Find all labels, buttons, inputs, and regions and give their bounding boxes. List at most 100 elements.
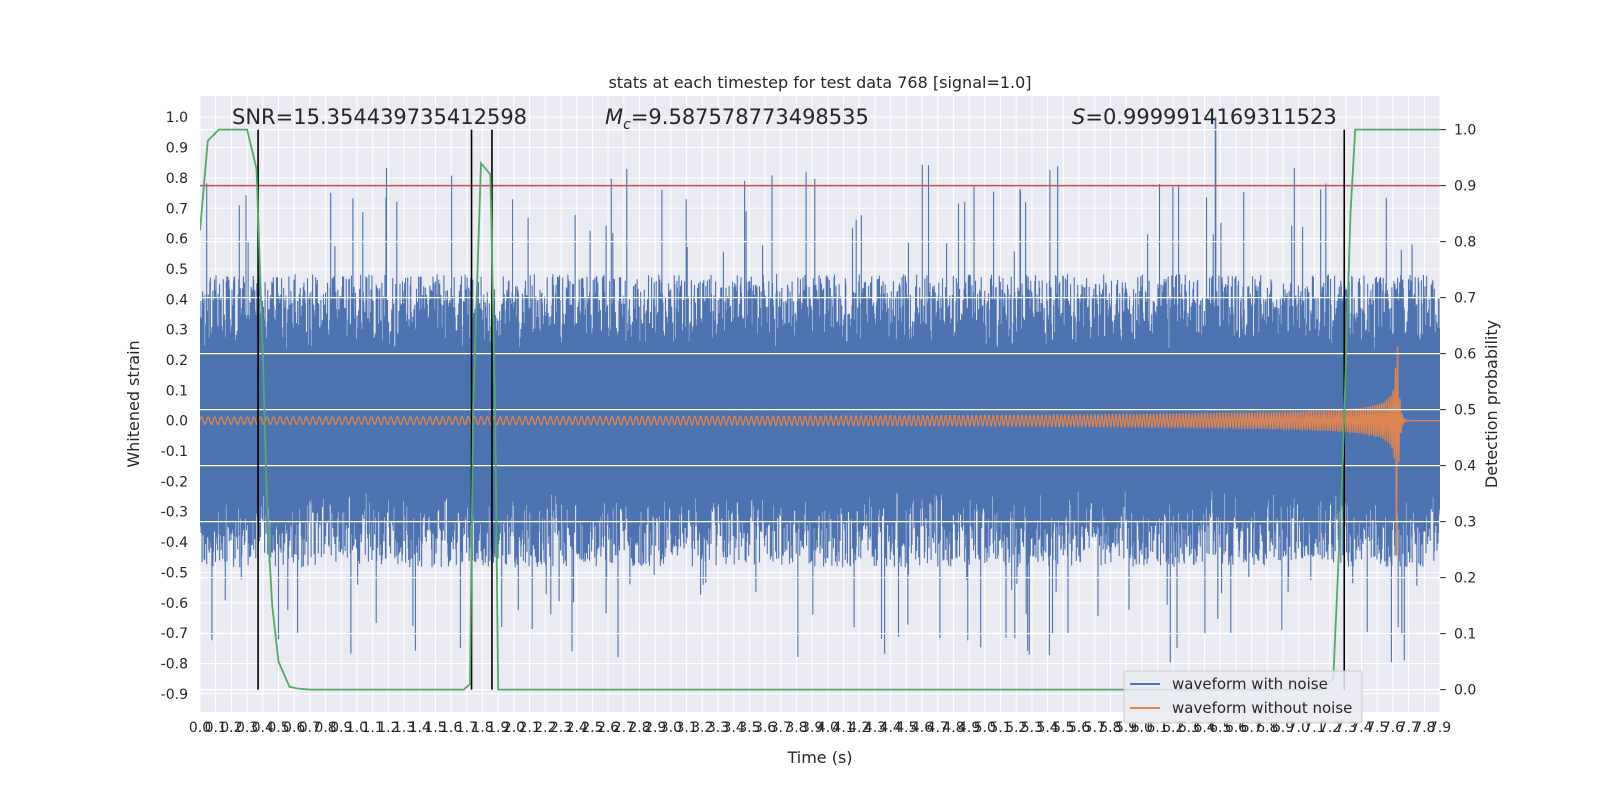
x-tick-label: 5.0	[974, 720, 996, 736]
x-tick-label: 2.3	[550, 720, 572, 736]
x-tick-label: 0.0	[189, 720, 211, 736]
x-axis-label: Time (s)	[786, 748, 852, 767]
y-right-tick-labels: 1.0 0.9 0.8 0.7 0.6 0.5 0.4 0.3 0.2 0.1 0.0	[1440, 123, 1476, 699]
x-tick-label: 4.2	[848, 720, 870, 736]
x-tick-label: 3.1	[675, 720, 697, 736]
x-tick-label: 3.6	[754, 720, 776, 736]
y-left-tick-label: -0.7	[161, 626, 188, 642]
y-left-tick-label: -0.4	[161, 535, 188, 551]
x-tick-label: 6.8	[1256, 720, 1278, 736]
x-tick-label: 3.2	[691, 720, 713, 736]
x-tick-label: 0.8	[314, 720, 336, 736]
x-tick-label: 3.8	[785, 720, 807, 736]
y-left-tick-label: 0.6	[166, 232, 188, 248]
x-tick-label: 6.6	[1225, 720, 1247, 736]
y-left-tick-label: 0.5	[166, 262, 188, 278]
chirp-mass-symbol: M	[605, 105, 623, 129]
x-tick-label: 2.4	[566, 720, 588, 736]
y-left-tick-label: 0.4	[166, 292, 188, 308]
x-tick-label: 6.1	[1146, 720, 1168, 736]
legend-label-noise: waveform with noise	[1172, 675, 1328, 693]
x-tick-label: 0.5	[267, 720, 289, 736]
x-tick-label: 7.2	[1319, 720, 1341, 736]
x-tick-label: 3.9	[801, 720, 823, 736]
x-tick-label: 4.9	[958, 720, 980, 736]
chirp-mass-annotation: Mc=9.587578773498535	[605, 105, 869, 133]
y-right-tick-label: 0.4	[1454, 459, 1476, 475]
x-tick-label: 2.9	[644, 720, 666, 736]
y-left-tick-label: 0.3	[166, 323, 188, 339]
x-tick-label: 2.5	[581, 720, 603, 736]
y-right-tick-label: 0.8	[1454, 235, 1476, 251]
x-tick-label: 5.3	[1021, 720, 1043, 736]
x-tick-label: 7.0	[1288, 720, 1310, 736]
y-left-tick-label: -0.5	[161, 565, 188, 581]
x-tick-label: 7.3	[1335, 720, 1357, 736]
y-left-tick-label: -0.8	[161, 656, 188, 672]
y-right-tick-label: 0.2	[1454, 571, 1476, 587]
y-right-tick-label: 0.3	[1454, 515, 1476, 531]
x-tick-label: 3.0	[660, 720, 682, 736]
y-right-tick-label: 0.9	[1454, 179, 1476, 195]
y-left-tick-label: 1.0	[166, 110, 188, 126]
x-tick-label: 2.2	[534, 720, 556, 736]
x-tick-label: 7.6	[1382, 720, 1404, 736]
y-left-tick-label: -0.1	[161, 444, 188, 460]
y-left-tick-label: 0.8	[166, 171, 188, 187]
x-tick-label: 3.4	[723, 720, 745, 736]
x-tick-label: 1.4	[409, 720, 431, 736]
x-tick-label: 4.3	[864, 720, 886, 736]
x-tick-label: 1.1	[362, 720, 384, 736]
x-tick-label: 4.7	[927, 720, 949, 736]
x-tick-label: 7.4	[1350, 720, 1372, 736]
y-left-tick-label: 0.9	[166, 141, 188, 157]
y-left-tick-label: 0.2	[166, 353, 188, 369]
x-tick-label: 2.6	[597, 720, 619, 736]
x-tick-label: 2.0	[503, 720, 525, 736]
y-right-tick-label: 0.7	[1454, 291, 1476, 307]
x-tick-label: 6.0	[1131, 720, 1153, 736]
y-right-axis-label: Detection probability	[1482, 320, 1501, 488]
x-tick-label: 6.4	[1193, 720, 1215, 736]
chirp-mass-subscript: c	[623, 117, 631, 133]
snr-annotation: SNR=15.354439735412598	[232, 105, 527, 129]
x-tick-label: 0.7	[299, 720, 321, 736]
x-tick-label: 5.6	[1068, 720, 1090, 736]
y-right-tick-label: 0.1	[1454, 627, 1476, 643]
x-tick-label: 5.4	[1036, 720, 1058, 736]
x-tick-label: 2.1	[518, 720, 540, 736]
x-tick-label: 0.6	[283, 720, 305, 736]
s-annotation: S=0.9999914169311523	[1072, 105, 1337, 129]
x-tick-label: 1.7	[456, 720, 478, 736]
x-tick-label: 5.8	[1099, 720, 1121, 736]
x-tick-label: 1.8	[471, 720, 493, 736]
chirp-mass-value: =9.587578773498535	[631, 105, 869, 129]
x-tick-label: 7.9	[1429, 720, 1451, 736]
y-left-axis-label: Whitened strain	[124, 340, 143, 467]
x-tick-label: 5.9	[1115, 720, 1137, 736]
y-left-tick-label: -0.6	[161, 596, 188, 612]
x-tick-label: 4.0	[817, 720, 839, 736]
y-left-tick-label: -0.3	[161, 505, 188, 521]
x-tick-label: 7.8	[1413, 720, 1435, 736]
x-tick-label: 6.7	[1241, 720, 1263, 736]
chart-title: stats at each timestep for test data 768…	[608, 73, 1031, 92]
y-right-tick-label: 0.6	[1454, 347, 1476, 363]
x-tick-label: 7.7	[1397, 720, 1419, 736]
x-tick-label: 1.6	[440, 720, 462, 736]
series-waveform-without-noise	[200, 346, 1440, 556]
x-tick-label: 1.9	[487, 720, 509, 736]
y-left-tick-label: -0.2	[161, 474, 188, 490]
x-tick-label: 5.2	[1005, 720, 1027, 736]
x-tick-label: 5.5	[1052, 720, 1074, 736]
y-left-tick-labels: 1.0 0.9 0.8 0.7 0.6 0.5 0.4 0.3 0.2 0.1 0.0 -0.1 -0.…	[161, 110, 188, 703]
x-tick-label: 0.1	[205, 720, 227, 736]
x-tick-label: 6.2	[1162, 720, 1184, 736]
x-tick-label: 2.7	[613, 720, 635, 736]
x-tick-label: 0.3	[236, 720, 258, 736]
x-tick-label: 0.2	[220, 720, 242, 736]
y-right-tick-label: 0.5	[1454, 403, 1476, 419]
x-tick-label: 6.5	[1209, 720, 1231, 736]
x-tick-label: 6.9	[1272, 720, 1294, 736]
